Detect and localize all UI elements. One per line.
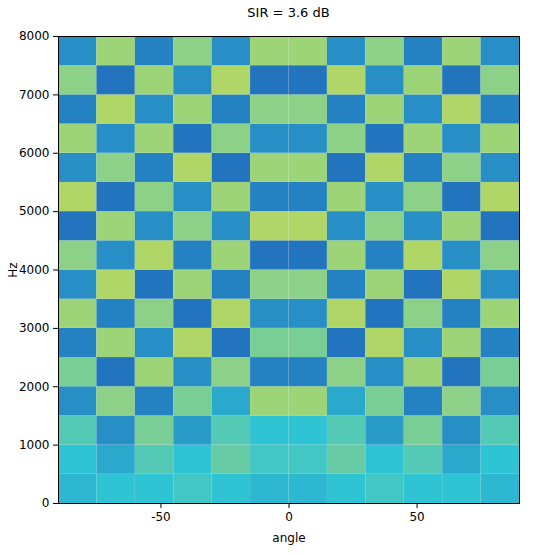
svg-text:4000: 4000 <box>19 263 50 277</box>
svg-text:7000: 7000 <box>19 88 50 102</box>
svg-text:6000: 6000 <box>19 146 50 160</box>
svg-text:angle: angle <box>272 531 305 545</box>
svg-text:3000: 3000 <box>19 321 50 335</box>
svg-text:0: 0 <box>42 496 50 510</box>
svg-text:Hz: Hz <box>6 262 20 277</box>
svg-text:-50: -50 <box>151 510 171 524</box>
svg-text:1000: 1000 <box>19 438 50 452</box>
svg-text:5000: 5000 <box>19 204 50 218</box>
svg-text:50: 50 <box>409 510 424 524</box>
html-text:SIR = 3.6 dB: SIR = 3.6 dB <box>247 5 330 20</box>
svg-text:0: 0 <box>285 510 293 524</box>
svg-text:2000: 2000 <box>19 380 50 394</box>
svg-text:8000: 8000 <box>19 29 50 43</box>
